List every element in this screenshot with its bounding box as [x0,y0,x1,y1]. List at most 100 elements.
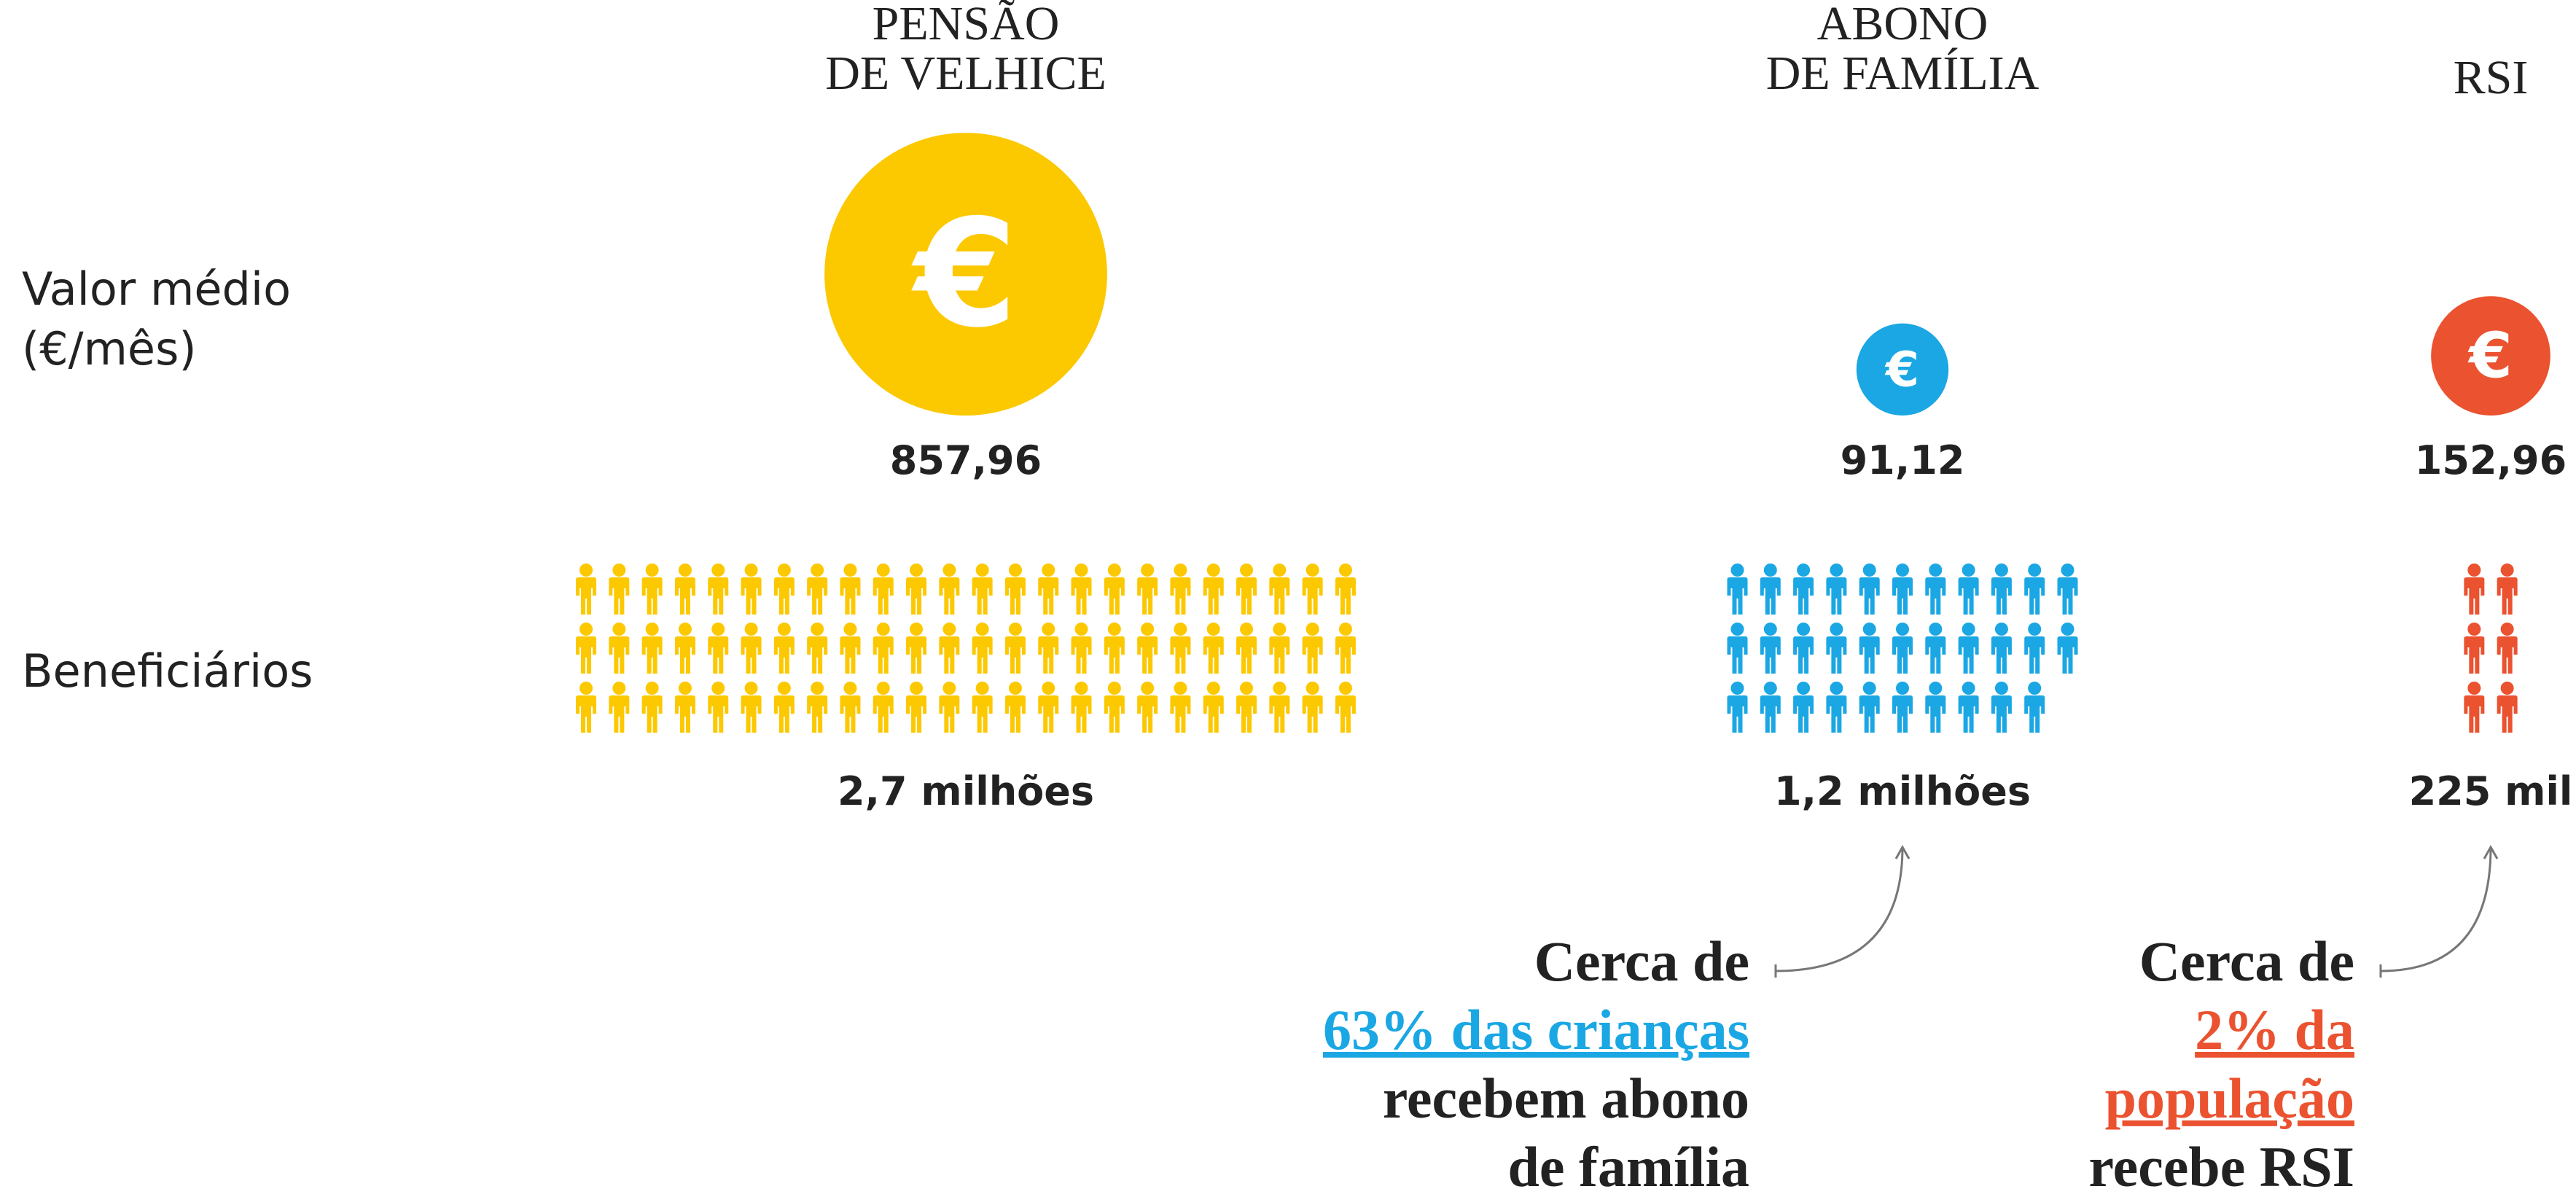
person-icon [2464,564,2485,615]
person-head [1206,682,1220,695]
person-head [1896,623,1909,636]
person-body [1793,577,1814,615]
person-head [1305,623,1319,636]
column-title: ABONO [1817,0,1988,50]
person-head [744,623,758,636]
person-head [975,682,989,695]
person-body [2497,577,2518,615]
person-body [1991,577,2012,615]
person-icon [840,564,861,615]
beneficiaries-label: 2,7 milhões [838,768,1094,814]
person-head [1730,623,1744,636]
person-head [2500,682,2514,695]
column-title: RSI [2454,51,2529,104]
person-icon [674,564,695,615]
person-body [1760,695,1781,733]
person-body [1859,636,1880,674]
value-circle [824,133,1107,416]
person-body [1104,636,1125,674]
person-body [906,695,927,733]
note-line: 2% da [2195,998,2354,1061]
person-body [741,636,762,674]
person-icon [1236,682,1257,733]
person-icon [1104,682,1125,733]
person-head [1730,682,1744,695]
person-body [708,636,729,674]
person-body [807,577,828,615]
person-icon [807,623,828,674]
person-body [1071,636,1092,674]
person-body [2024,577,2045,615]
person-body [906,636,927,674]
person-icon [1038,682,1059,733]
person-icon [1925,682,1946,733]
person-body [1826,577,1847,615]
person-body [641,636,663,674]
note-line: recebe RSI [2088,1135,2354,1197]
person-icon [1793,623,1814,674]
person-icon [1727,682,1748,733]
person-body [576,695,597,733]
person-head [612,623,626,636]
person-icon [1859,564,1880,615]
person-body [1071,577,1092,615]
person-icon [741,682,762,733]
person-head [1962,623,1975,636]
person-icon [1170,564,1191,615]
person-icon [972,682,993,733]
person-head [678,564,692,577]
person-head [2467,682,2481,695]
person-body [609,577,630,615]
person-head [1962,564,1975,577]
person-body [1170,577,1191,615]
person-body [1958,577,1979,615]
person-head [1042,564,1055,577]
person-body [609,636,630,674]
person-icon [1269,564,1290,615]
person-head [1042,682,1055,695]
person-head [1830,682,1843,695]
person-head [1107,623,1121,636]
person-body [576,636,597,674]
person-head [1273,623,1287,636]
person-icon [1004,682,1026,733]
person-head [777,623,791,636]
person-body [609,695,630,733]
person-icon [873,564,894,615]
person-body [1892,636,1913,674]
person-head [1862,623,1876,636]
person-icon [972,564,993,615]
person-body [1991,695,2012,733]
person-icon [1958,623,1979,674]
person-body [1302,695,1323,733]
arrow-head [2483,844,2499,859]
person-body [1137,695,1158,733]
person-head [1141,564,1155,577]
person-head [1008,623,1022,636]
person-head [2028,623,2042,636]
person-head [2061,623,2075,636]
person-head [645,682,659,695]
person-body [1991,636,2012,674]
person-body [1203,577,1224,615]
beneficiaries-label: 225 mil [2409,768,2573,814]
person-head [1174,623,1187,636]
person-icon [906,564,927,615]
person-body [1727,636,1748,674]
person-icon [1793,682,1814,733]
pictogram [1727,564,2078,733]
person-icon [773,623,795,674]
person-head [1929,564,1943,577]
person-icon [641,623,663,674]
person-icon [741,623,762,674]
note-line: população [2105,1067,2354,1130]
person-icon [2497,564,2518,615]
person-head [942,623,956,636]
row-label: Valor médio [22,262,291,316]
person-body [708,577,729,615]
person-body [1004,577,1026,615]
person-icon [1071,682,1092,733]
person-head [1896,682,1909,695]
